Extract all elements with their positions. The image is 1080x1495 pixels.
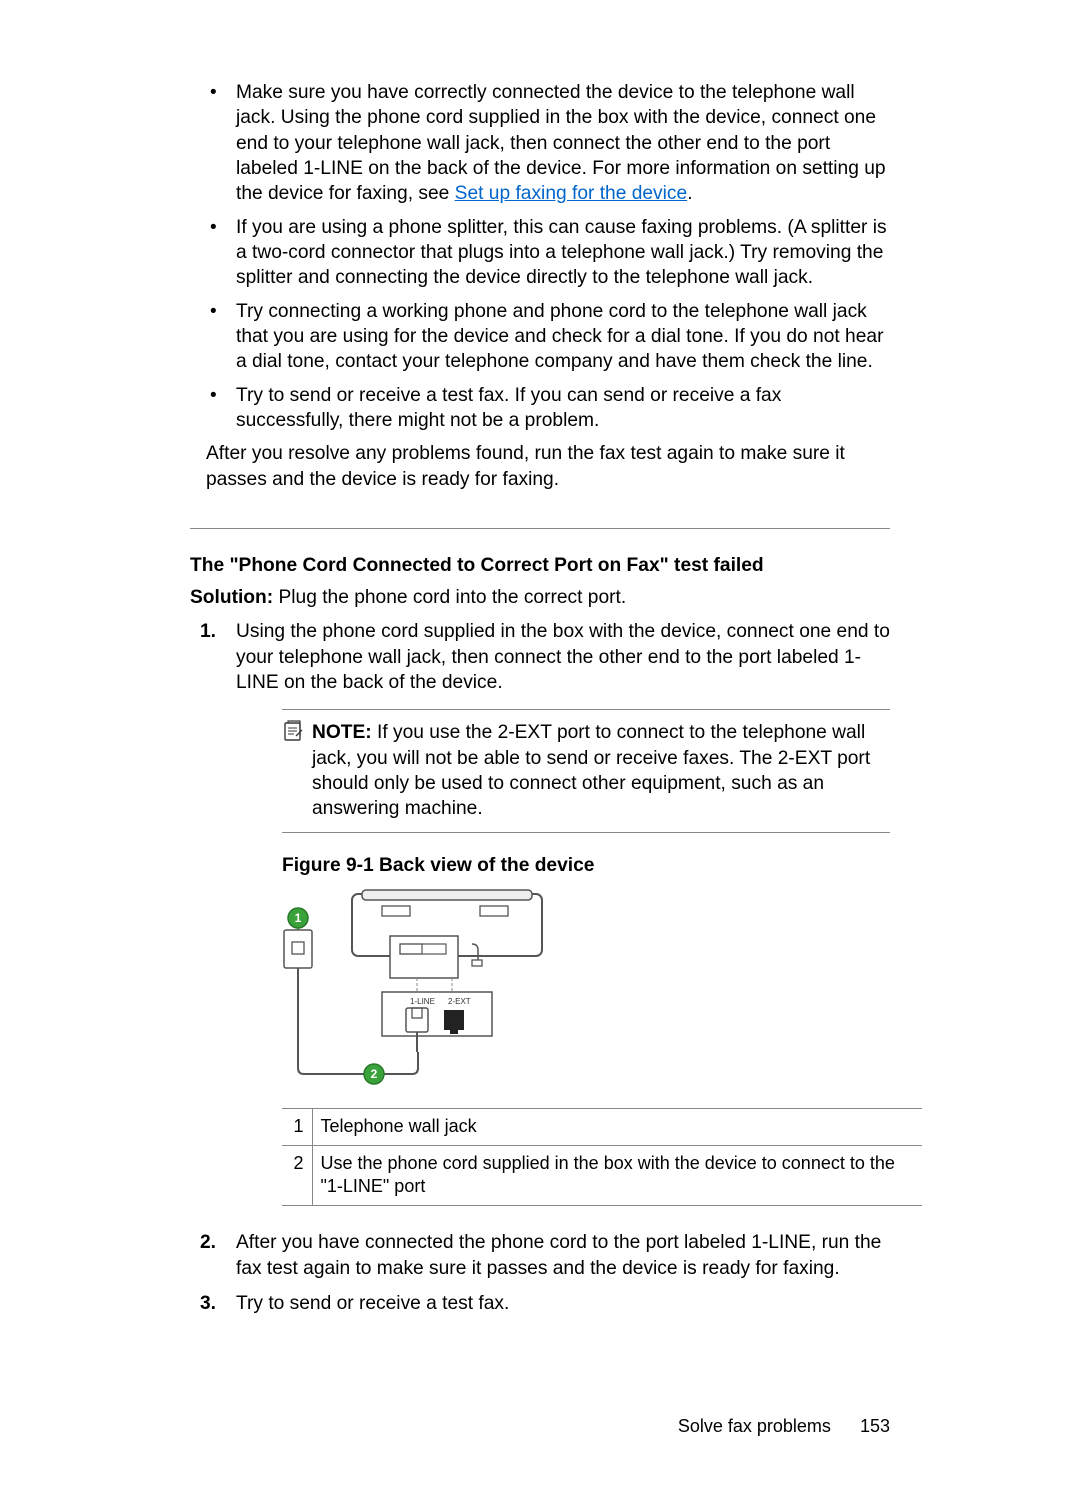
bullet-item: Try to send or receive a test fax. If yo… (190, 383, 890, 434)
bullet-text-post: . (687, 183, 692, 204)
bullet-text: Try connecting a working phone and phone… (236, 301, 883, 373)
footer-section: Solve fax problems (678, 1416, 831, 1436)
step-text: Try to send or receive a test fax. (236, 1293, 509, 1314)
table-row: 1 Telephone wall jack (282, 1108, 922, 1145)
section-heading: The "Phone Cord Connected to Correct Por… (190, 555, 890, 577)
step-text: After you have connected the phone cord … (236, 1232, 881, 1278)
legend-text: Use the phone cord supplied in the box w… (312, 1145, 922, 1206)
svg-text:2: 2 (371, 1067, 378, 1081)
step-number: 1. (200, 619, 216, 644)
legend-text: Telephone wall jack (312, 1108, 922, 1145)
step-number: 2. (200, 1230, 216, 1255)
legend-index: 1 (282, 1108, 312, 1145)
setup-fax-link[interactable]: Set up faxing for the device (455, 183, 688, 204)
numbered-list: 1. Using the phone cord supplied in the … (190, 619, 890, 1316)
port-1-label: 1-LINE (410, 997, 435, 1006)
bullet-item: If you are using a phone splitter, this … (190, 215, 890, 291)
svg-text:1: 1 (295, 911, 302, 925)
legend-index: 2 (282, 1145, 312, 1206)
port-2-label: 2-EXT (448, 997, 471, 1006)
device-back-figure: 1-LINE 2-EXT 1 2 (282, 884, 562, 1102)
bullet-item: Try connecting a working phone and phone… (190, 299, 890, 375)
table-row: 2 Use the phone cord supplied in the box… (282, 1145, 922, 1206)
solution-label: Solution: (190, 587, 273, 608)
step-text: Using the phone cord supplied in the box… (236, 621, 890, 693)
step-item: 3. Try to send or receive a test fax. (190, 1291, 890, 1316)
after-paragraph: After you resolve any problems found, ru… (190, 441, 890, 492)
step-number: 3. (200, 1291, 216, 1316)
step-item: 2. After you have connected the phone co… (190, 1230, 890, 1281)
bullet-text: If you are using a phone splitter, this … (236, 217, 887, 289)
bullet-item: Make sure you have correctly connected t… (190, 80, 890, 207)
footer-page-number: 153 (860, 1416, 890, 1436)
step-item: 1. Using the phone cord supplied in the … (190, 619, 890, 1206)
page-footer: Solve fax problems 153 (678, 1416, 890, 1437)
bullet-list: Make sure you have correctly connected t… (190, 80, 890, 433)
figure-caption: Figure 9-1 Back view of the device (282, 853, 890, 878)
note-icon (282, 720, 304, 742)
figure-legend-table: 1 Telephone wall jack 2 Use the phone co… (282, 1108, 922, 1206)
solution-line: Solution: Plug the phone cord into the c… (190, 587, 890, 609)
note-block: NOTE: If you use the 2-EXT port to conne… (282, 709, 890, 832)
section-divider (190, 528, 890, 529)
note-text: If you use the 2-EXT port to connect to … (312, 722, 870, 819)
bullet-text: Try to send or receive a test fax. If yo… (236, 385, 781, 431)
note-label: NOTE: (312, 722, 372, 743)
solution-text: Plug the phone cord into the correct por… (278, 587, 626, 608)
